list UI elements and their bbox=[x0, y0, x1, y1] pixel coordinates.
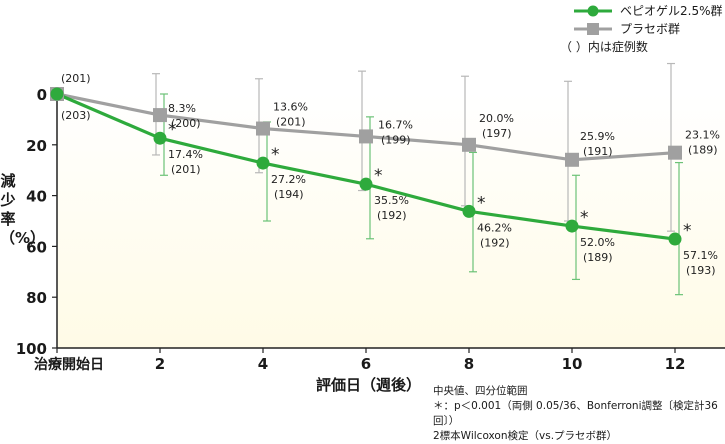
placebo-square-marker bbox=[565, 152, 579, 167]
footnote-3: 2標本Wilcoxon検定（vs.プラセボ群） bbox=[433, 430, 618, 442]
x-tick-label: 4 bbox=[258, 355, 268, 373]
value-label-bepio: 17.4% bbox=[168, 148, 203, 161]
value-label-bepio: 52.0% bbox=[580, 236, 615, 249]
legend-label-placebo: プラセボ群 bbox=[620, 21, 681, 36]
x-tick-label: 10 bbox=[562, 355, 583, 373]
value-label-placebo: 25.9% bbox=[580, 130, 615, 143]
data-labels: (201) (203) 8.3% (200) 17.4% (201) * 13.6% (201)… bbox=[61, 72, 720, 277]
n-label-placebo: (200) bbox=[171, 117, 201, 130]
bepio-circle-marker bbox=[153, 131, 167, 145]
footnote-1: 中央値、四分位範囲 bbox=[433, 385, 528, 397]
legend-item-bepio: ベピオゲル2.5%群 bbox=[574, 2, 723, 20]
n-label-placebo: (189) bbox=[688, 144, 718, 157]
placebo-square-marker bbox=[359, 129, 373, 144]
plot-area bbox=[57, 94, 725, 348]
bepio-circle-marker bbox=[565, 219, 579, 233]
x-tick-label: 6 bbox=[361, 355, 371, 373]
value-label-placebo: 23.1% bbox=[685, 129, 720, 142]
x-tick-label: 治療開始日 bbox=[34, 356, 104, 373]
value-label-placebo: 8.3% bbox=[168, 102, 196, 115]
n-label-bepio: (189) bbox=[583, 251, 613, 264]
y-tick-label: 80 bbox=[26, 289, 47, 307]
y-tick-label: 40 bbox=[26, 188, 47, 206]
placebo-square-marker bbox=[462, 137, 476, 152]
bepio-circle-marker bbox=[462, 204, 476, 218]
value-label-bepio: 57.1% bbox=[683, 249, 718, 262]
gray-square-line-icon bbox=[574, 22, 612, 36]
y-tick-label: 60 bbox=[26, 238, 47, 256]
placebo-square-marker bbox=[153, 108, 167, 123]
n-label-placebo: (191) bbox=[583, 145, 613, 158]
value-label-placebo: 16.7% bbox=[378, 118, 413, 131]
n-label-placebo-0: (201) bbox=[61, 72, 91, 85]
legend-label-bepio: ベピオゲル2.5%群 bbox=[620, 3, 723, 18]
x-tick-label: 12 bbox=[665, 355, 686, 373]
y-tick-label: 100 bbox=[16, 340, 47, 358]
y-tick-label: 20 bbox=[26, 137, 47, 155]
value-label-bepio: 35.5% bbox=[374, 194, 409, 207]
y-axis-label: 減少率（%） bbox=[0, 172, 46, 247]
footnotes: 中央値、四分位範囲 ＊：p＜0.001（両側 0.05/36、Bonferron… bbox=[433, 384, 725, 444]
bepio-circle-marker bbox=[256, 156, 270, 170]
legend-note: （ ）内は症例数 bbox=[560, 39, 648, 54]
value-label-placebo: 20.0% bbox=[479, 112, 514, 125]
bepio-circle-marker bbox=[668, 232, 682, 246]
significance-asterisk: * bbox=[477, 193, 486, 213]
y-tick-label: 0 bbox=[37, 86, 47, 104]
value-label-placebo: 13.6% bbox=[273, 101, 308, 114]
n-label-bepio-0: (203) bbox=[61, 109, 91, 122]
bepio-circle-marker bbox=[359, 177, 373, 191]
significance-asterisk: * bbox=[683, 221, 692, 241]
value-label-bepio: 46.2% bbox=[477, 221, 512, 234]
n-label-placebo: (197) bbox=[482, 127, 512, 140]
x-tick-label: 8 bbox=[464, 355, 474, 373]
n-label-placebo: (199) bbox=[381, 133, 411, 146]
legend: ベピオゲル2.5%群 プラセボ群 （ ）内は症例数 bbox=[560, 2, 723, 56]
n-label-placebo: (201) bbox=[276, 116, 306, 129]
value-label-bepio: 27.2% bbox=[271, 173, 306, 186]
footnote-2: ＊：p＜0.001（両側 0.05/36、Bonferroni調整〔検定計36回… bbox=[433, 400, 718, 427]
placebo-square-marker bbox=[668, 145, 682, 160]
bepio-circle-marker bbox=[50, 87, 64, 101]
n-label-bepio: (193) bbox=[686, 264, 716, 277]
legend-item-placebo: プラセボ群 bbox=[574, 20, 723, 38]
n-label-bepio: (192) bbox=[480, 236, 510, 249]
placebo-square-marker bbox=[256, 121, 270, 136]
n-label-bepio: (201) bbox=[171, 163, 201, 176]
n-label-bepio: (192) bbox=[377, 209, 407, 222]
green-circle-line-icon bbox=[574, 4, 612, 18]
significance-asterisk: * bbox=[374, 166, 383, 186]
significance-asterisk: * bbox=[271, 145, 280, 165]
n-label-bepio: (194) bbox=[274, 188, 304, 201]
x-tick-label: 2 bbox=[155, 355, 165, 373]
significance-asterisk: * bbox=[580, 208, 589, 228]
series-markers bbox=[50, 87, 682, 246]
x-axis-label: 評価日（週後） bbox=[316, 376, 422, 394]
significance-asterisk: * bbox=[168, 120, 177, 140]
